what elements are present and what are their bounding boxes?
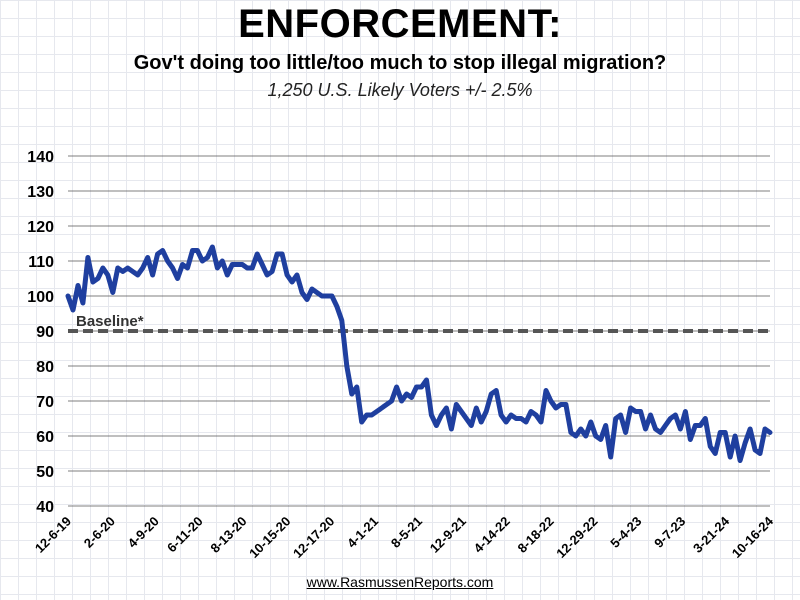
source-link[interactable]: www.RasmussenReports.com bbox=[306, 574, 494, 590]
x-tick-label: 3-21-24 bbox=[690, 513, 733, 556]
series bbox=[65, 244, 773, 463]
chart-subtitle: Gov't doing too little/too much to stop … bbox=[133, 52, 667, 74]
x-tick-label: 8-13-20 bbox=[207, 514, 249, 556]
x-tick-label: 10-15-20 bbox=[246, 514, 293, 561]
y-axis-ticks: 40 50 60 70 80 90 100 110 120 130 140 bbox=[27, 149, 54, 516]
x-tick-label: 8-18-22 bbox=[514, 514, 556, 556]
x-tick-label: 6-11-20 bbox=[164, 514, 206, 556]
y-tick-label: 40 bbox=[36, 499, 54, 516]
x-tick-label: 4-1-21 bbox=[344, 514, 381, 551]
x-tick-label: 9-7-23 bbox=[651, 514, 688, 551]
y-tick-label: 70 bbox=[36, 394, 54, 411]
y-tick-label: 90 bbox=[36, 324, 54, 341]
y-tick-label: 50 bbox=[36, 464, 54, 481]
sample-info: 1,250 U.S. Likely Voters +/- 2.5% bbox=[267, 80, 533, 100]
y-tick-label: 120 bbox=[27, 219, 54, 236]
y-tick-label: 140 bbox=[27, 149, 54, 166]
x-tick-label: 12-17-20 bbox=[290, 514, 337, 561]
y-tick-label: 100 bbox=[27, 289, 54, 306]
series-line bbox=[65, 244, 773, 463]
x-tick-label: 4-14-22 bbox=[471, 514, 513, 556]
x-tick-label: 4-9-20 bbox=[125, 514, 162, 551]
baseline: Baseline* bbox=[68, 313, 770, 333]
x-tick-label: 8-5-21 bbox=[388, 514, 425, 551]
y-tick-label: 110 bbox=[28, 254, 54, 271]
x-tick-label: 12-9-21 bbox=[427, 514, 469, 556]
y-tick-label: 130 bbox=[27, 184, 54, 201]
x-tick-label: 12-29-22 bbox=[553, 514, 600, 561]
x-tick-label: 12-6-19 bbox=[32, 514, 74, 556]
y-tick-label: 60 bbox=[36, 429, 54, 446]
x-axis-ticks: 12-6-19 2-6-20 4-9-20 6-11-20 8-13-2010-15-2… bbox=[32, 513, 777, 561]
y-tick-label: 80 bbox=[36, 359, 54, 376]
baseline-label: Baseline* bbox=[76, 313, 144, 330]
gridlines bbox=[68, 155, 770, 507]
x-tick-label: 2-6-20 bbox=[81, 514, 118, 551]
chart-title: ENFORCEMENT: bbox=[238, 2, 562, 46]
x-tick-label: 10-16-24 bbox=[729, 513, 777, 561]
x-tick-label: 5-4-23 bbox=[607, 514, 644, 551]
